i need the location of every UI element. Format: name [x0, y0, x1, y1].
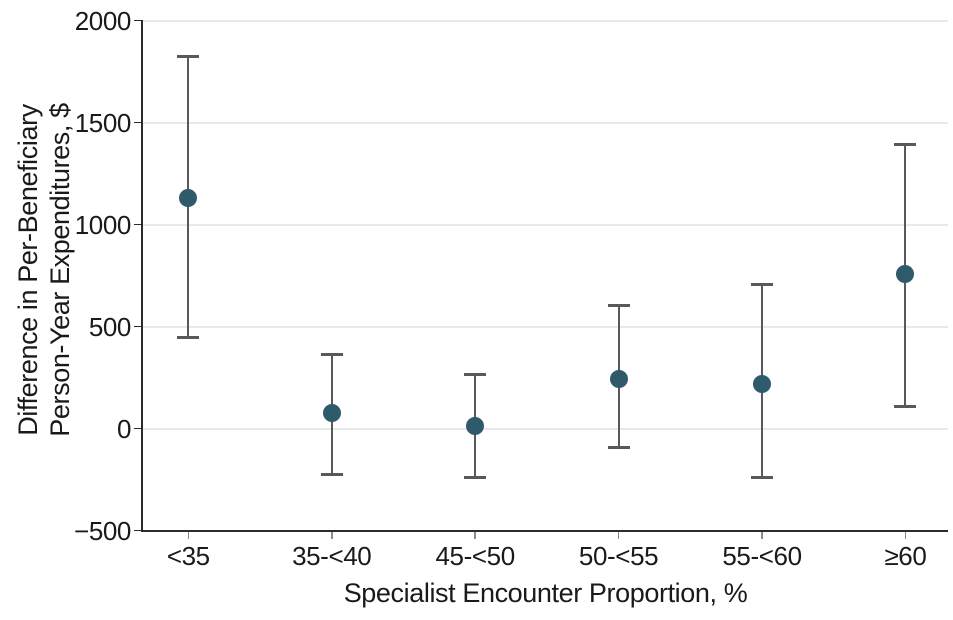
data-point-marker-3	[609, 369, 628, 388]
error-bar-cap-bottom	[177, 336, 200, 340]
gridline-500	[143, 325, 948, 328]
y-tick-mark	[134, 325, 143, 328]
y-tick-label: 1500	[74, 107, 132, 138]
y-tick-label: 2000	[74, 5, 132, 36]
gridline-0	[143, 427, 948, 430]
y-axis-line	[141, 19, 143, 532]
gridline-1500	[143, 121, 948, 124]
y-tick-mark	[134, 223, 143, 226]
x-tick-label: ≥60	[884, 540, 927, 571]
x-tick-mark	[187, 532, 190, 540]
x-tick-mark	[330, 532, 333, 540]
error-bar-cap-top	[464, 372, 487, 376]
x-tick-mark	[617, 532, 620, 540]
x-tick-mark	[474, 532, 476, 540]
y-tick-label: 0	[116, 413, 131, 444]
y-tick-label: −500	[74, 515, 131, 546]
error-bar-cap-bottom	[464, 475, 487, 479]
x-tick-label: 35-<40	[292, 540, 372, 571]
x-axis-title: Specialist Encounter Proportion, %	[343, 578, 748, 608]
x-tick-label: 55-<60	[722, 540, 802, 571]
error-bar-cap-top	[177, 54, 200, 58]
y-tick-label: 1000	[74, 209, 132, 240]
x-axis-line	[141, 530, 948, 533]
gridline-1000	[143, 223, 948, 226]
x-tick-mark	[761, 532, 763, 540]
data-point-marker-4	[753, 374, 772, 393]
error-bar-cap-top	[751, 283, 774, 287]
error-bar-cap-top	[607, 303, 630, 307]
y-tick-mark	[134, 19, 143, 22]
error-bar-cap-bottom	[320, 472, 343, 476]
error-bar-cap-bottom	[894, 404, 917, 408]
y-tick-mark	[134, 121, 143, 124]
data-point-marker-0	[179, 188, 198, 207]
gridline-2000	[143, 19, 948, 22]
x-tick-mark	[904, 532, 907, 540]
data-point-marker-5	[896, 265, 915, 284]
error-bar-cap-top	[320, 352, 343, 356]
data-point-marker-2	[466, 417, 485, 436]
y-axis-title-line1: Difference in Per-Beneficiary	[13, 104, 43, 436]
x-tick-label: 50-<55	[578, 540, 659, 571]
y-axis-title-line2: Person-Year Expenditures, $	[45, 103, 75, 437]
x-tick-label: 45-<50	[435, 540, 516, 571]
y-tick-mark	[134, 529, 143, 532]
error-bar-cap-bottom	[751, 475, 774, 479]
error-bar-cap-top	[894, 143, 917, 147]
y-tick-label: 500	[88, 311, 132, 342]
data-point-marker-1	[322, 404, 341, 423]
y-tick-mark	[134, 427, 143, 430]
error-bar-cap-bottom	[607, 446, 630, 450]
x-tick-label: <35	[166, 540, 210, 571]
